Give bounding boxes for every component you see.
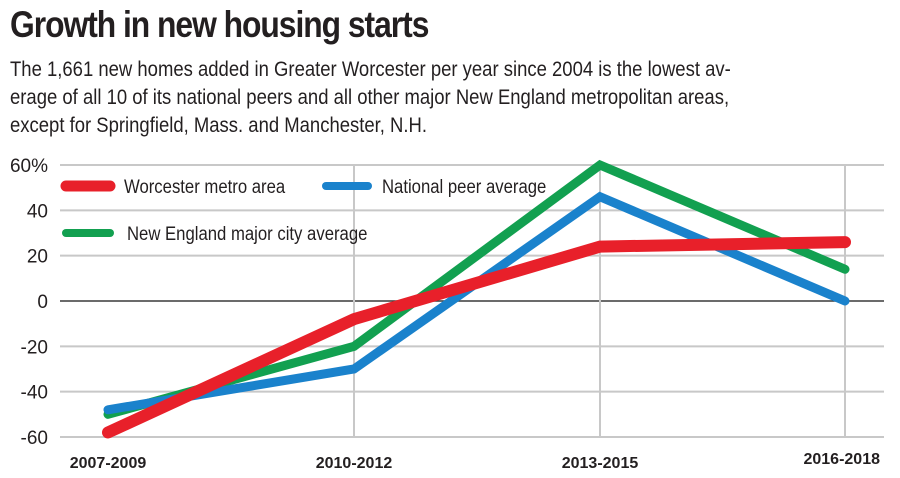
chart-subtitle: The 1,661 new homes added in Greater Wor…	[10, 56, 890, 140]
y-tick-label: 40	[27, 201, 48, 222]
subtitle-line: The 1,661 new homes added in Greater Wor…	[10, 58, 731, 81]
series-lines	[102, 159, 851, 439]
x-tick-label: 2013-2015	[562, 455, 639, 472]
legend-label: Worcester metro area	[124, 176, 285, 197]
legend: Worcester metro area National peer averag…	[60, 176, 546, 244]
y-tick-label: -20	[21, 337, 48, 358]
series-line-worcester-metro-area	[102, 236, 851, 439]
x-axis-ticks: 2007-2009 2010-2012 2013-2015 2016-2018	[70, 451, 880, 472]
legend-label: New England major city average	[127, 223, 367, 244]
legend-label: National peer average	[382, 176, 546, 197]
y-tick-label: 20	[27, 247, 48, 268]
y-tick-label: -60	[21, 428, 48, 449]
x-tick-label: 2010-2012	[316, 455, 393, 472]
x-tick-label: 2007-2009	[70, 455, 147, 472]
chart-title: Growth in new housing starts	[10, 4, 429, 45]
subtitle-line: except for Springfield, Mass. and Manche…	[10, 114, 428, 137]
y-tick-label: -40	[21, 383, 48, 404]
y-tick-label: 0	[37, 292, 48, 313]
subtitle-line: erage of all 10 of its national peers an…	[10, 86, 730, 109]
x-tick-label: 2016-2018	[803, 451, 880, 468]
y-tick-label: 60%	[10, 156, 48, 177]
y-axis-ticks: 60% 40 20 0 -20 -40 -60	[10, 156, 48, 449]
